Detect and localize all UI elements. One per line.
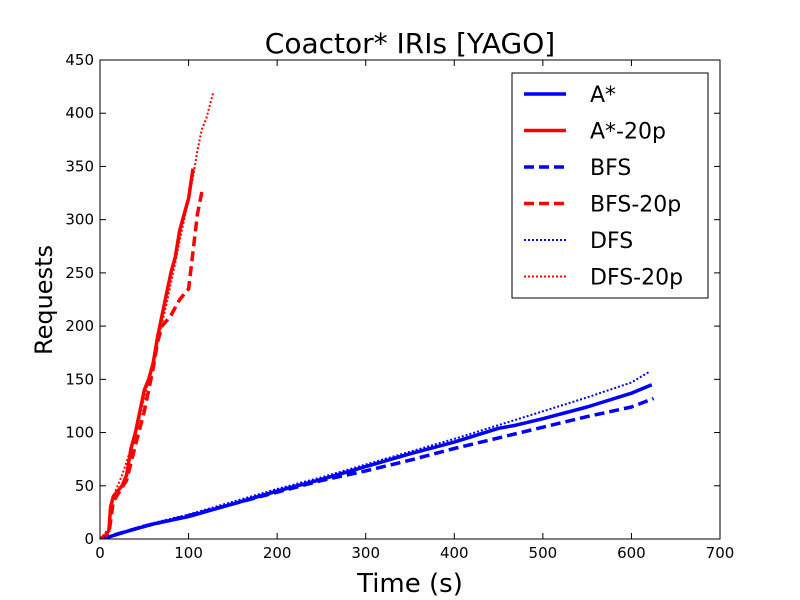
y-tick-label: 200 — [65, 317, 94, 335]
plot-frame — [99, 59, 721, 540]
x-tick-label: 400 — [440, 544, 469, 562]
series-line-2 — [100, 168, 195, 539]
legend-label-1: A* — [590, 83, 616, 108]
legend-label-4: BFS-20p — [590, 193, 681, 218]
y-tick-label: 50 — [75, 477, 94, 495]
x-tick-label: 200 — [263, 544, 292, 562]
x-tick-label: 0 — [95, 544, 105, 562]
legend: A* A*-20p BFS BFS-20p DFS DFS-20p — [511, 72, 709, 299]
y-tick-label: 100 — [65, 424, 94, 442]
legend-box — [511, 72, 709, 299]
legend-label-6: DFS-20p — [590, 266, 683, 291]
chart-title: Coactor* IRIs [YAGO] — [265, 27, 555, 60]
x-tick-label: 600 — [617, 544, 646, 562]
y-tick-label: 250 — [65, 264, 94, 282]
x-tick-label: 300 — [351, 544, 380, 562]
x-axis: 0 100 200 300 400 500 600 700 — [95, 60, 734, 562]
legend-label-5: DFS — [590, 229, 633, 254]
legend-label-3: BFS — [590, 156, 631, 181]
x-tick-label: 700 — [706, 544, 735, 562]
y-axis: 0 50 100 150 200 250 300 350 400 450 — [65, 51, 720, 548]
x-axis-label: Time (s) — [356, 569, 463, 599]
y-tick-label: 450 — [65, 51, 94, 69]
series-line-3 — [100, 396, 655, 539]
x-tick-label: 500 — [529, 544, 558, 562]
series-line-5 — [100, 371, 650, 539]
y-tick-label: 350 — [65, 157, 94, 175]
y-tick-label: 400 — [65, 104, 94, 122]
legend-label-2: A*-20p — [590, 120, 666, 145]
y-tick-label: 0 — [84, 530, 94, 548]
series-line-6 — [100, 91, 215, 539]
y-axis-label: Requests — [30, 245, 58, 355]
x-tick-label: 100 — [174, 544, 203, 562]
plot-area — [100, 91, 655, 539]
y-tick-label: 150 — [65, 370, 94, 388]
y-tick-label: 300 — [65, 211, 94, 229]
